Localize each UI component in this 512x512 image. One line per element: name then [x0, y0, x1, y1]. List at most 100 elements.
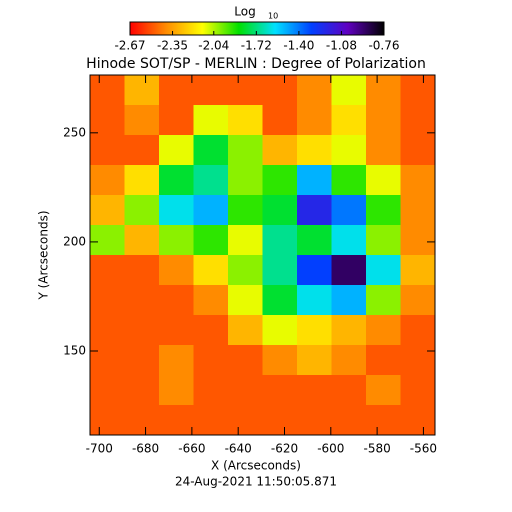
heatmap-cell [228, 255, 263, 286]
heatmap-cell [262, 315, 298, 346]
heatmap-cell [400, 345, 436, 376]
heatmap-cell [228, 135, 263, 166]
heatmap-cell [331, 375, 367, 406]
heatmap-cell [297, 405, 332, 436]
heatmap-cell [228, 105, 263, 136]
colorbar-label-sub: 10 [268, 12, 278, 21]
heatmap-cell [124, 405, 160, 436]
heatmap-cell [124, 165, 160, 196]
heatmap-cell [297, 105, 332, 136]
heatmap-cell [262, 165, 298, 196]
heatmap-cell [366, 255, 401, 286]
footer-date: 24-Aug-2021 11:50:05.871 [175, 475, 337, 489]
heatmap-cell [262, 405, 298, 436]
heatmap-cell [297, 315, 332, 346]
heatmap-cell [228, 405, 263, 436]
heatmap-cell [297, 195, 332, 226]
heatmap-cell [193, 285, 229, 316]
heatmap-cell [90, 345, 125, 376]
heatmap-cell [400, 165, 436, 196]
heatmap-cell [90, 285, 125, 316]
heatmap-cell [90, 105, 125, 136]
x-axis-label: X (Arcseconds) [211, 459, 301, 473]
colorbar-label: Log [234, 5, 255, 19]
heatmap-cell [124, 135, 160, 166]
heatmap-cell [124, 285, 160, 316]
heatmap-cell [124, 225, 160, 256]
colorbar-tick-label: -1.08 [326, 39, 357, 53]
y-tick-label: 150 [63, 344, 86, 358]
heatmap-cell [159, 225, 194, 256]
heatmap-cell [124, 105, 160, 136]
heatmap-cell [400, 375, 436, 406]
heatmap-cell [90, 165, 125, 196]
heatmap-cell [228, 225, 263, 256]
heatmap-cell [124, 75, 160, 106]
heatmap-cell [297, 375, 332, 406]
x-tick-label: -660 [178, 442, 205, 456]
heatmap-cell [90, 75, 125, 106]
heatmap-cell [159, 315, 194, 346]
heatmap-cell [366, 315, 401, 346]
heatmap-cell [193, 315, 229, 346]
heatmap-cell [159, 345, 194, 376]
y-tick-label: 200 [63, 234, 86, 248]
heatmap-cell [262, 135, 298, 166]
x-tick-label: -620 [271, 442, 298, 456]
x-tick-label: -580 [363, 442, 390, 456]
heatmap-cell [400, 255, 436, 286]
colorbar-tick-label: -0.76 [368, 39, 399, 53]
y-tick-label: 250 [63, 125, 86, 139]
heatmap-cell [228, 345, 263, 376]
heatmap-cell [297, 255, 332, 286]
plot-frame [89, 74, 436, 436]
heatmap-cell [297, 345, 332, 376]
heatmap-cell [90, 135, 125, 166]
heatmap-cell [193, 75, 229, 106]
heatmap-cell [90, 225, 125, 256]
heatmap-cell [193, 225, 229, 256]
heatmap-cell [159, 375, 194, 406]
heatmap-cell [262, 255, 298, 286]
heatmap-cell [228, 315, 263, 346]
heatmap-cell [297, 75, 332, 106]
heatmap-cell [331, 345, 367, 376]
heatmap-cell [366, 285, 401, 316]
heatmap-cell [90, 405, 125, 436]
heatmap-cell [262, 345, 298, 376]
heatmap-cell [366, 345, 401, 376]
heatmap-cell [159, 105, 194, 136]
heatmap-cell [193, 375, 229, 406]
colorbar-tick-label: -1.40 [283, 39, 314, 53]
heatmap-cell [228, 285, 263, 316]
heatmap-cell [400, 135, 436, 166]
heatmap-cell [90, 375, 125, 406]
colorbar-tick-label: -2.67 [114, 39, 145, 53]
heatmap-cell [297, 285, 332, 316]
heatmap-cell [90, 195, 125, 226]
heatmap-cell [366, 135, 401, 166]
heatmap-cell [159, 255, 194, 286]
x-tick-label: -700 [86, 442, 113, 456]
x-tick-label: -640 [225, 442, 252, 456]
heatmap-cell [193, 405, 229, 436]
heatmap-cell [124, 255, 160, 286]
heatmap-cell [193, 195, 229, 226]
heatmap-cell [159, 405, 194, 436]
x-tick-label: -680 [132, 442, 159, 456]
heatmap-cell [159, 285, 194, 316]
heatmap-cell [331, 195, 367, 226]
x-tick-label: -600 [317, 442, 344, 456]
heatmap-cell [331, 135, 367, 166]
heatmap-cell [400, 405, 436, 436]
heatmap-cell [331, 255, 367, 286]
heatmap-cell [262, 285, 298, 316]
colorbar [129, 21, 385, 36]
y-axis-label: Y (Arcseconds) [37, 210, 51, 300]
heatmap-cell [262, 105, 298, 136]
heatmap-cell [366, 75, 401, 106]
heatmap-cell [331, 165, 367, 196]
heatmap-cell [124, 345, 160, 376]
